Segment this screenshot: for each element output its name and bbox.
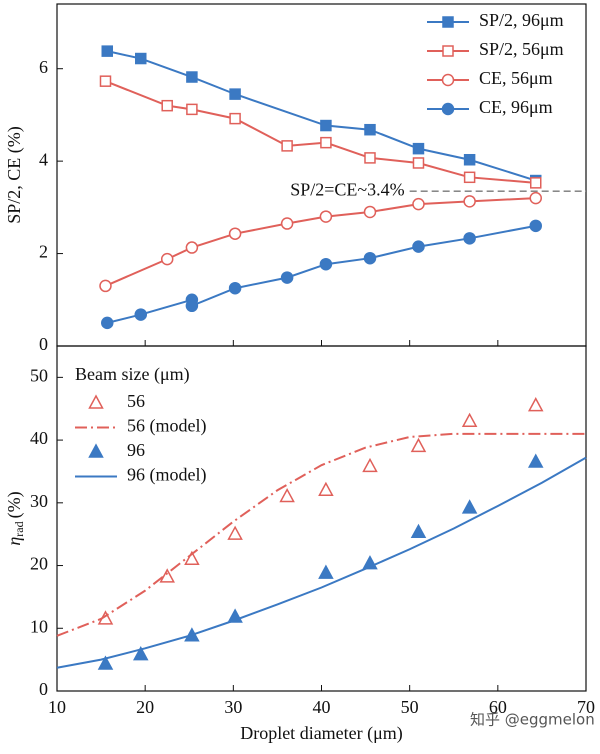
- marker: [229, 112, 241, 125]
- x-tick-label: 10: [48, 697, 66, 717]
- marker: [159, 568, 175, 583]
- marker: [228, 227, 242, 240]
- y-axis-label: ηrad (%): [4, 491, 26, 545]
- y-tick-label: 40: [30, 428, 48, 448]
- y-label-unit: (%): [4, 491, 25, 518]
- marker: [320, 136, 332, 149]
- marker: [228, 281, 242, 295]
- marker: [364, 152, 376, 164]
- legend-label: 56: [127, 391, 145, 411]
- y-tick-label: 50: [30, 365, 48, 385]
- y-label-symbol: η: [4, 537, 24, 546]
- marker: [101, 45, 114, 57]
- marker: [463, 232, 476, 245]
- marker: [363, 251, 377, 265]
- marker: [461, 412, 478, 428]
- x-axis-label: Droplet diameter (μm): [240, 723, 403, 744]
- y-axis-label: SP/2, CE (%): [4, 126, 25, 224]
- marker: [463, 171, 476, 184]
- marker: [364, 123, 376, 136]
- x-tick-label: 60: [489, 697, 507, 717]
- marker: [134, 308, 148, 321]
- marker: [412, 197, 425, 211]
- y-tick-label: 20: [30, 554, 48, 574]
- marker: [160, 252, 174, 266]
- legend-title: Beam size (μm): [75, 364, 190, 385]
- marker: [97, 655, 114, 670]
- y-tick-label: 0: [39, 679, 48, 699]
- series-line: [56, 432, 586, 637]
- marker: [319, 257, 333, 271]
- x-tick-label: 20: [136, 697, 154, 717]
- marker: [320, 119, 332, 132]
- marker: [362, 457, 378, 473]
- legend-label: SP/2, 56μm: [479, 39, 564, 59]
- marker: [410, 437, 427, 453]
- x-tick-label: 50: [401, 697, 419, 717]
- x-tick-label: 30: [224, 697, 242, 717]
- marker: [227, 525, 243, 540]
- marker: [318, 481, 334, 497]
- marker: [529, 177, 542, 189]
- marker: [410, 523, 427, 539]
- marker: [280, 271, 294, 284]
- marker: [186, 103, 198, 116]
- legend-label: CE, 96μm: [479, 97, 553, 117]
- marker: [185, 299, 199, 313]
- y-tick-label: 6: [39, 57, 48, 77]
- marker: [412, 142, 425, 155]
- watermark: 知乎 @eggmelon: [470, 711, 595, 729]
- legend-label: CE, 56μm: [479, 68, 553, 88]
- marker: [279, 487, 295, 503]
- marker: [527, 397, 544, 412]
- y-tick-label: 10: [30, 616, 48, 636]
- marker: [318, 564, 334, 579]
- marker: [186, 71, 198, 83]
- marker: [441, 73, 455, 87]
- marker: [229, 88, 241, 100]
- y-tick-label: 4: [39, 149, 48, 169]
- x-tick-label: 70: [577, 697, 595, 717]
- marker: [442, 45, 454, 57]
- reference-label: SP/2=CE~3.4%: [290, 179, 404, 199]
- y-tick-label: 0: [39, 334, 48, 354]
- marker: [132, 646, 149, 661]
- marker: [527, 453, 544, 468]
- marker: [161, 99, 173, 112]
- marker: [461, 499, 478, 514]
- marker: [441, 102, 455, 116]
- series-line: [105, 80, 536, 184]
- y-label-subscript: rad: [12, 521, 26, 536]
- marker: [529, 219, 542, 233]
- marker: [99, 279, 112, 293]
- y-tick-label: 2: [39, 242, 48, 262]
- marker: [88, 394, 104, 409]
- marker: [319, 210, 333, 223]
- marker: [442, 16, 454, 28]
- marker: [88, 443, 104, 458]
- legend-label: 96: [127, 440, 145, 460]
- marker: [363, 205, 377, 219]
- marker: [280, 217, 294, 230]
- legend-label: 96 (model): [127, 465, 206, 486]
- marker: [99, 75, 112, 87]
- marker: [184, 550, 200, 566]
- marker: [101, 316, 114, 330]
- legend-label: SP/2, 96μm: [479, 10, 564, 30]
- marker: [463, 153, 476, 166]
- marker: [529, 191, 542, 205]
- y-tick-label: 30: [30, 491, 48, 511]
- marker: [463, 195, 476, 208]
- x-tick-label: 40: [313, 697, 331, 717]
- marker: [281, 140, 293, 152]
- series-line: [105, 197, 536, 287]
- marker: [185, 241, 199, 254]
- legend-label: 56 (model): [127, 416, 206, 437]
- marker: [412, 240, 425, 253]
- marker: [412, 157, 425, 169]
- marker: [135, 52, 147, 65]
- series-line: [56, 456, 587, 669]
